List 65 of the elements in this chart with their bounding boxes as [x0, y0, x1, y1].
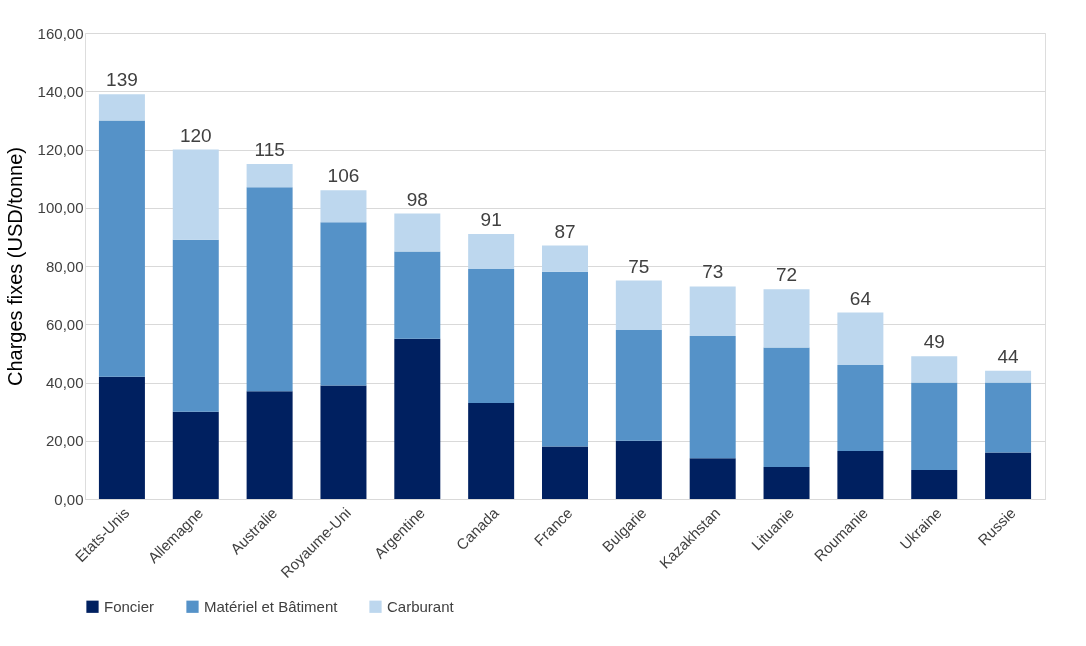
- total-label: 73: [702, 261, 724, 283]
- bar: [985, 382, 1032, 453]
- total-label: 106: [327, 165, 360, 187]
- bar: [172, 411, 219, 499]
- bar: [468, 402, 515, 499]
- y-tick-label: 160,00: [37, 24, 84, 42]
- bar: [320, 385, 367, 499]
- bar: [689, 458, 736, 499]
- y-tick-label: 0,00: [54, 490, 84, 508]
- bar: [911, 356, 958, 383]
- bar: [468, 268, 515, 403]
- legend-label: Foncier: [104, 597, 155, 615]
- y-tick-label: 20,00: [45, 432, 84, 450]
- bar: [98, 376, 145, 499]
- bar: [394, 338, 441, 499]
- bar: [542, 245, 588, 272]
- legend-label: Matériel et Bâtiment: [204, 597, 339, 615]
- legend-label: Carburant: [387, 597, 455, 615]
- bar: [911, 469, 958, 499]
- bar: [615, 440, 662, 499]
- bar: [837, 365, 884, 451]
- bar: [763, 466, 810, 499]
- bar: [911, 382, 958, 470]
- bar: [246, 187, 293, 392]
- bar: [468, 233, 515, 269]
- bar: [172, 239, 219, 412]
- bar: [837, 450, 884, 499]
- bar: [763, 289, 810, 348]
- y-tick-label: 100,00: [37, 199, 84, 217]
- total-label: 120: [179, 124, 212, 146]
- bar: [98, 94, 145, 121]
- bar: [615, 330, 662, 441]
- bar: [394, 213, 441, 252]
- bar: [689, 286, 736, 336]
- total-label: 49: [923, 331, 945, 353]
- total-label: 115: [254, 139, 285, 161]
- bar: [763, 347, 810, 467]
- total-label: 72: [775, 264, 798, 286]
- bar: [542, 271, 588, 447]
- total-label: 87: [554, 220, 576, 242]
- y-tick-label: 60,00: [45, 315, 84, 333]
- total-label: 64: [849, 287, 872, 309]
- y-tick-label: 80,00: [45, 257, 84, 275]
- total-label: 139: [106, 69, 138, 91]
- bar: [98, 120, 145, 377]
- y-axis-title: Charges fixes (USD/tonne): [3, 147, 26, 386]
- total-label: 75: [628, 255, 650, 277]
- bar: [172, 149, 219, 240]
- y-tick-label: 140,00: [37, 82, 84, 100]
- bar: [246, 164, 293, 188]
- bar: [615, 280, 662, 331]
- bar: [394, 251, 441, 339]
- total-label: 91: [480, 208, 502, 230]
- bar: [985, 370, 1032, 383]
- bar: [320, 222, 367, 386]
- bar: [985, 452, 1032, 499]
- bar: [246, 391, 293, 499]
- bar: [837, 312, 884, 366]
- bar: [320, 190, 367, 223]
- bar: [689, 335, 736, 459]
- y-tick-label: 40,00: [45, 374, 84, 391]
- y-tick-label: 120,00: [37, 141, 84, 158]
- bar: [542, 446, 588, 499]
- total-label: 98: [406, 188, 428, 210]
- total-label: 44: [997, 345, 1020, 367]
